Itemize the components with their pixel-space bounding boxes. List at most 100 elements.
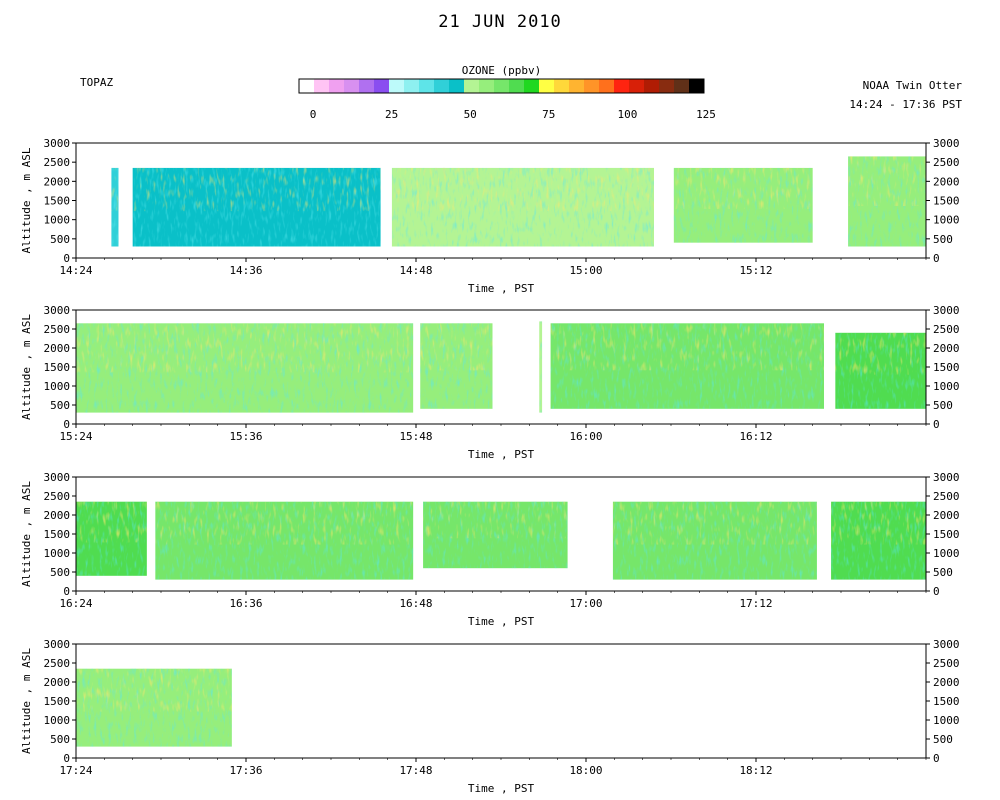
x-tick-label: 15:24 [59, 430, 92, 443]
x-tick-label: 17:12 [739, 597, 772, 610]
y-tick-label: 2000 [44, 509, 71, 522]
y-tick-label-right: 1000 [933, 214, 960, 227]
x-tick-label: 18:00 [569, 764, 602, 777]
y-tick-label: 500 [50, 399, 70, 412]
y-tick-label: 3000 [44, 471, 71, 484]
ozone-high-patches [835, 332, 926, 375]
ozone-high-patches [391, 167, 654, 212]
y-tick-label-right: 1500 [933, 695, 960, 708]
y-tick-label: 3000 [44, 638, 71, 651]
y-tick-label-right: 0 [933, 418, 940, 431]
ozone-high-patches [420, 323, 493, 371]
x-tick-label: 14:24 [59, 264, 92, 277]
y-tick-label-right: 1000 [933, 547, 960, 560]
colorbar: 0 25 50 75 100 125 [298, 78, 716, 121]
colorbar-swatch [464, 79, 480, 93]
y-tick-label-right: 2000 [933, 509, 960, 522]
y-tick-label-right: 500 [933, 566, 953, 579]
x-axis-label: Time , PST [468, 282, 535, 295]
y-axis-label: Altitude , m ASL [20, 147, 33, 253]
x-tick-label: 14:48 [399, 264, 432, 277]
y-tick-label-right: 0 [933, 752, 940, 765]
y-tick-label: 2500 [44, 323, 71, 336]
ozone-high-patches [76, 323, 414, 373]
y-tick-label: 0 [63, 752, 70, 765]
ozone-high-patches [132, 167, 381, 212]
x-tick-label: 15:12 [739, 264, 772, 277]
colorbar-tick-label: 125 [696, 108, 716, 121]
platform-name: NOAA Twin Otter [862, 79, 962, 92]
y-tick-label-right: 3000 [933, 137, 960, 150]
colorbar-swatch [374, 79, 390, 93]
y-tick-label: 3000 [44, 304, 71, 317]
y-tick-label-right: 3000 [933, 304, 960, 317]
y-tick-label-right: 2000 [933, 342, 960, 355]
y-tick-label: 2500 [44, 156, 71, 169]
colorbar-swatch [494, 79, 510, 93]
y-tick-label-right: 500 [933, 233, 953, 246]
colorbar-tick-label: 0 [310, 108, 317, 121]
y-tick-label: 2000 [44, 676, 71, 689]
ozone-high-patches [423, 501, 568, 539]
colorbar-swatch [419, 79, 435, 93]
x-tick-label: 16:48 [399, 597, 432, 610]
y-tick-label: 1500 [44, 528, 71, 541]
colorbar-swatch [329, 79, 345, 93]
y-tick-label: 3000 [44, 137, 71, 150]
colorbar-tick-label: 100 [617, 108, 637, 121]
colorbar-swatch [554, 79, 570, 93]
y-tick-label: 1000 [44, 380, 71, 393]
y-tick-label-right: 2000 [933, 175, 960, 188]
curtain-panel: 0 0 500 500 1000 1000 1500 1500 2000 2000 2500 2500… [20, 638, 960, 795]
x-tick-label: 17:48 [399, 764, 432, 777]
y-tick-label-right: 1000 [933, 380, 960, 393]
y-axis-label: Altitude , m ASL [20, 314, 33, 420]
colorbar-swatch [509, 79, 525, 93]
y-tick-label: 1500 [44, 195, 71, 208]
y-tick-label: 1500 [44, 361, 71, 374]
y-tick-label: 2000 [44, 342, 71, 355]
colorbar-swatch [614, 79, 630, 93]
ozone-high-patches [848, 156, 926, 206]
ozone-high-patches [550, 323, 824, 371]
y-tick-label-right: 3000 [933, 638, 960, 651]
colorbar-swatch [299, 79, 315, 93]
x-tick-label: 18:12 [739, 764, 772, 777]
ozone-high-patches [612, 501, 817, 545]
colorbar-swatch [524, 79, 540, 93]
colorbar-tick-label: 25 [385, 108, 398, 121]
colorbar-swatch [659, 79, 675, 93]
y-tick-label-right: 0 [933, 585, 940, 598]
curtain-panel: 0 0 500 500 1000 1000 1500 1500 2000 2000 2500 2500… [20, 304, 960, 461]
y-tick-label: 2500 [44, 657, 71, 670]
curtain-panel: 0 0 500 500 1000 1000 1500 1500 2000 2000 2500 2500… [20, 471, 960, 628]
x-tick-label: 17:00 [569, 597, 602, 610]
ozone-high-patches [539, 321, 543, 372]
site-label: TOPAZ [80, 76, 114, 89]
y-tick-label-right: 2500 [933, 156, 960, 169]
y-tick-label-right: 2500 [933, 323, 960, 336]
y-axis-label: Altitude , m ASL [20, 481, 33, 587]
colorbar-frame [298, 78, 705, 94]
x-tick-label: 16:12 [739, 430, 772, 443]
y-tick-label-right: 2500 [933, 490, 960, 503]
colorbar-swatch [314, 79, 330, 93]
colorbar-swatch [644, 79, 660, 93]
ozone-high-patches [111, 167, 119, 212]
ozone-high-patches [76, 501, 147, 543]
y-tick-label: 0 [63, 585, 70, 598]
y-tick-label: 1000 [44, 714, 71, 727]
y-tick-label-right: 500 [933, 733, 953, 746]
x-tick-label: 15:48 [399, 430, 432, 443]
ozone-high-patches [76, 668, 232, 712]
y-tick-label-right: 1500 [933, 528, 960, 541]
colorbar-swatch [629, 79, 645, 93]
x-tick-label: 16:24 [59, 597, 92, 610]
y-tick-label-right: 0 [933, 252, 940, 265]
colorbar-swatch [449, 79, 465, 93]
y-tick-label: 0 [63, 252, 70, 265]
y-axis-label: Altitude , m ASL [20, 648, 33, 754]
colorbar-swatch [689, 79, 705, 93]
x-tick-label: 15:36 [229, 430, 262, 443]
colorbar-title: OZONE (ppbv) [461, 64, 542, 77]
